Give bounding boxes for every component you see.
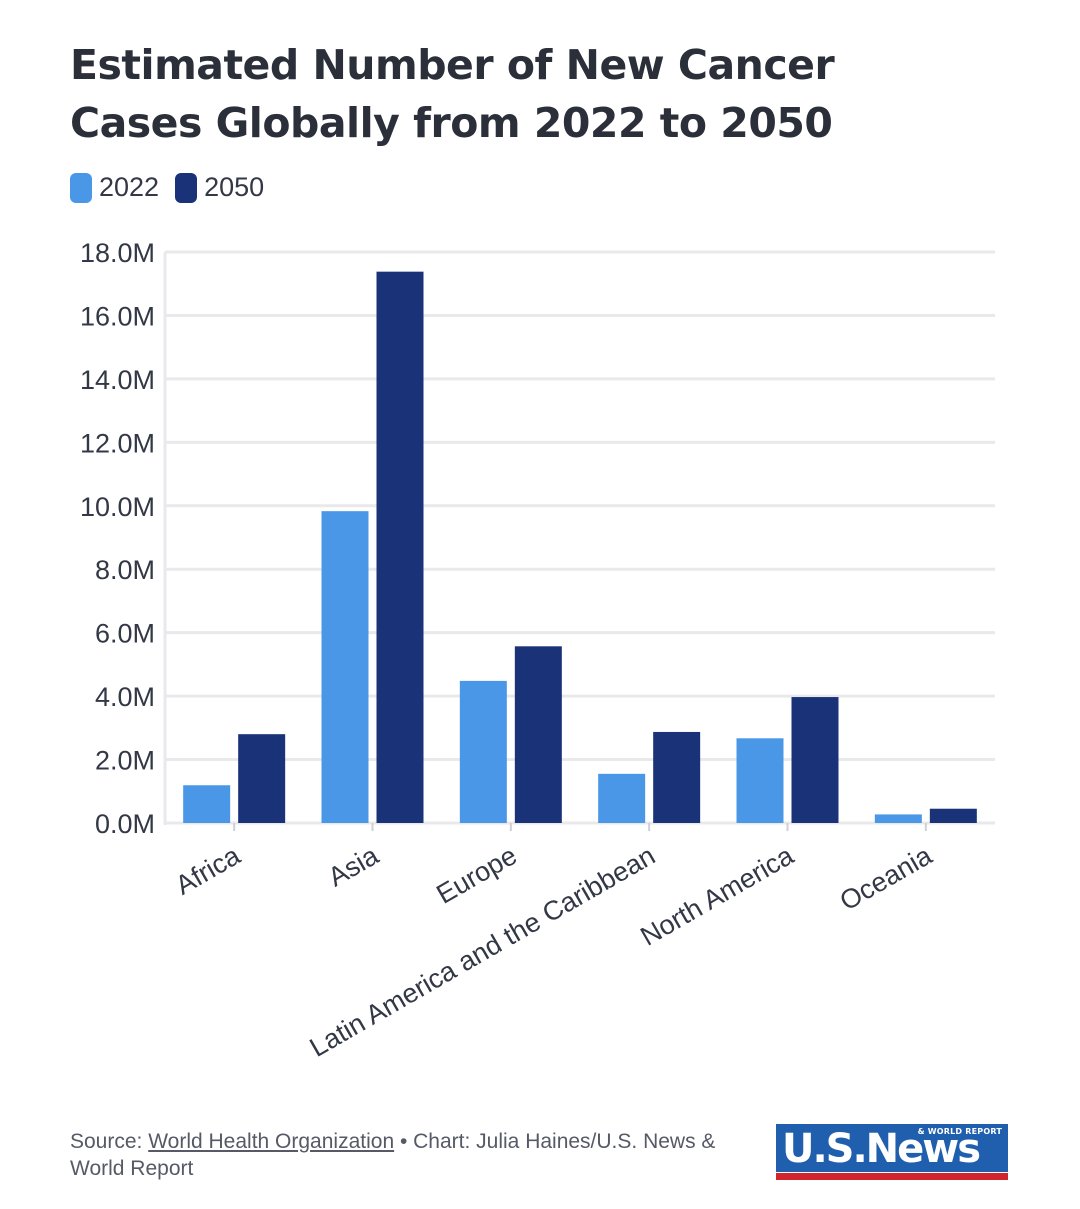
usnews-logo: U.S.News & WORLD REPORT [776, 1124, 1008, 1182]
legend-swatch-2022 [70, 172, 92, 203]
y-tick-label: 8.0M [95, 555, 155, 585]
logo-red-stripe [776, 1173, 1008, 1180]
logo-band [776, 1124, 1008, 1172]
legend-label-2050: 2050 [204, 172, 265, 202]
chart-title: Estimated Number of New Cancer Cases Glo… [70, 41, 835, 147]
logo-wordmark: U.S.News [782, 1126, 981, 1172]
y-tick-label: 10.0M [80, 492, 155, 522]
source-link[interactable]: World Health Organization [148, 1130, 395, 1153]
bar-2022-europe[interactable] [459, 680, 507, 823]
chart-credit: • Chart: Julia Haines/U.S. News & World … [70, 1130, 716, 1180]
bar-2050-latin-america-and-the-caribbean[interactable] [653, 731, 701, 823]
x-tick-label: North America [635, 840, 799, 952]
y-tick-label: 4.0M [95, 682, 155, 712]
y-tick-label: 6.0M [95, 619, 155, 649]
bar-2022-north-america[interactable] [736, 738, 784, 823]
source-prefix: Source: [70, 1130, 149, 1153]
y-tick-label: 16.0M [80, 301, 155, 331]
bar-chart: 0.0M 2.0M 4.0M 6.0M 8.0M 10.0M 12.0M 14.0M 16.0M… [80, 238, 995, 1063]
bar-2050-north-america[interactable] [791, 697, 839, 823]
x-tick-label: Oceania [835, 840, 938, 917]
bar-2022-latin-america-and-the-caribbean[interactable] [598, 773, 646, 823]
bar-2050-asia[interactable] [376, 271, 424, 823]
y-tick-label: 14.0M [80, 365, 155, 395]
x-tick-label: Asia [323, 840, 384, 893]
x-tick-label: Africa [170, 840, 246, 901]
logo-subtitle: & WORLD REPORT [917, 1127, 1002, 1136]
bar-2022-asia[interactable] [321, 511, 369, 823]
legend-item-2022[interactable]: 2022 [70, 172, 159, 203]
x-tick-label: Europe [431, 840, 521, 910]
legend-swatch-2050 [175, 172, 198, 203]
bar-2022-africa[interactable] [183, 785, 231, 823]
bar-2050-africa[interactable] [238, 734, 286, 823]
bar-2050-oceania[interactable] [929, 808, 977, 823]
y-tick-label: 0.0M [95, 809, 155, 839]
y-tick-label: 18.0M [80, 238, 155, 268]
y-tick-label: 2.0M [95, 746, 155, 776]
chart-footer: Source: World Health Organization • Char… [70, 1128, 770, 1182]
legend-item-2050[interactable]: 2050 [175, 172, 264, 203]
chart-legend: 2022 2050 [70, 172, 280, 203]
y-tick-label: 12.0M [80, 428, 155, 458]
legend-label-2022: 2022 [99, 172, 160, 202]
bar-2022-oceania[interactable] [874, 814, 922, 823]
bar-2050-europe[interactable] [514, 646, 562, 823]
